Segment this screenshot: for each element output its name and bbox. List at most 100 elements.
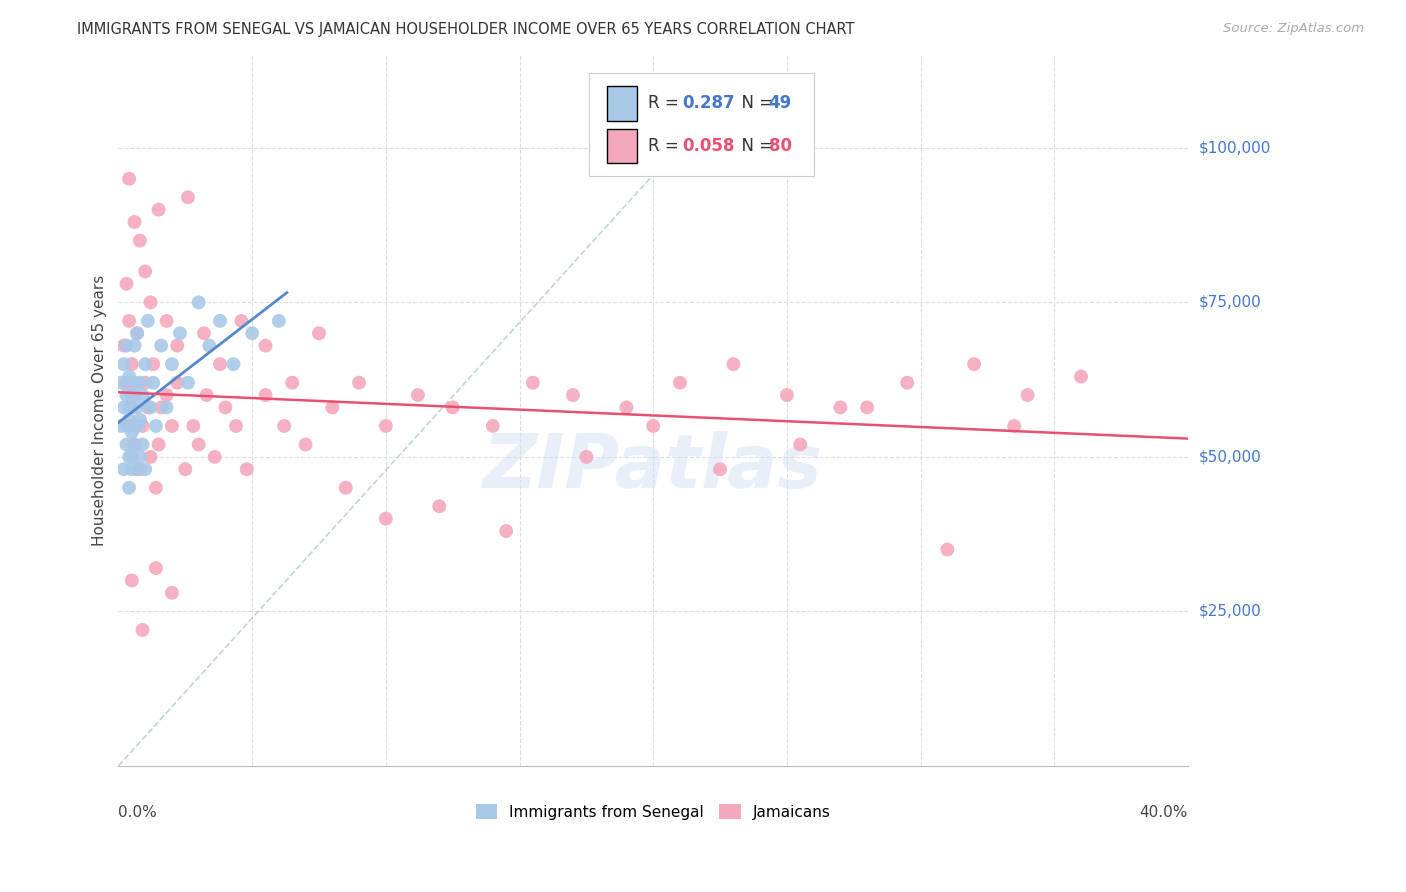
Point <box>830 401 852 415</box>
Point <box>145 561 167 575</box>
Point <box>374 511 396 525</box>
Point <box>124 376 146 390</box>
Point <box>195 388 218 402</box>
Point <box>225 419 247 434</box>
Point <box>204 450 226 464</box>
Text: 80: 80 <box>769 137 792 155</box>
Point <box>150 338 173 352</box>
Point <box>128 450 150 464</box>
Point <box>115 388 138 402</box>
Point <box>136 314 159 328</box>
Point <box>495 524 517 538</box>
Point <box>294 437 316 451</box>
Point <box>118 481 141 495</box>
Point <box>406 388 429 402</box>
Point <box>134 264 156 278</box>
Point <box>209 357 232 371</box>
Point <box>118 401 141 415</box>
Point <box>789 437 811 451</box>
Point <box>110 419 132 434</box>
Text: 0.058: 0.058 <box>682 137 734 155</box>
Text: N =: N = <box>731 137 779 155</box>
Legend: Immigrants from Senegal, Jamaicans: Immigrants from Senegal, Jamaicans <box>470 798 837 826</box>
Point <box>131 623 153 637</box>
Point <box>155 314 177 328</box>
Point <box>240 326 263 341</box>
FancyBboxPatch shape <box>607 129 637 163</box>
Point <box>134 357 156 371</box>
Point <box>121 401 143 415</box>
Point <box>115 376 138 390</box>
Point <box>131 419 153 434</box>
Point <box>856 401 879 415</box>
Point <box>145 481 167 495</box>
Text: R =: R = <box>648 95 683 112</box>
Point <box>187 437 209 451</box>
Point <box>127 419 149 434</box>
Point <box>160 357 183 371</box>
Point <box>174 462 197 476</box>
Point <box>121 574 143 588</box>
Point <box>131 388 153 402</box>
Point <box>481 419 503 434</box>
Point <box>374 419 396 434</box>
Point <box>177 376 200 390</box>
FancyBboxPatch shape <box>589 73 814 176</box>
Text: $50,000: $50,000 <box>1199 450 1261 465</box>
Point <box>139 450 162 464</box>
Point <box>160 419 183 434</box>
Point <box>115 338 138 352</box>
Text: N =: N = <box>731 95 779 112</box>
Point <box>112 401 135 415</box>
Text: $100,000: $100,000 <box>1199 140 1271 155</box>
FancyBboxPatch shape <box>607 87 637 120</box>
Point <box>198 338 221 352</box>
Point <box>118 413 141 427</box>
Point <box>273 419 295 434</box>
Point <box>254 388 277 402</box>
Point <box>936 542 959 557</box>
Point <box>1017 388 1039 402</box>
Point <box>1002 419 1025 434</box>
Point <box>139 401 162 415</box>
Point <box>209 314 232 328</box>
Text: ZIPatlas: ZIPatlas <box>484 431 824 504</box>
Point <box>267 314 290 328</box>
Point <box>214 401 236 415</box>
Point <box>643 419 665 434</box>
Point <box>776 388 799 402</box>
Point <box>112 338 135 352</box>
Point <box>115 419 138 434</box>
Point <box>177 190 200 204</box>
Point <box>127 326 149 341</box>
Point <box>115 437 138 451</box>
Point <box>128 413 150 427</box>
Point <box>308 326 330 341</box>
Point <box>134 462 156 476</box>
Point <box>155 388 177 402</box>
Point <box>142 376 165 390</box>
Point <box>222 357 245 371</box>
Point <box>669 376 692 390</box>
Point <box>155 401 177 415</box>
Y-axis label: Householder Income Over 65 years: Householder Income Over 65 years <box>93 275 107 546</box>
Point <box>121 450 143 464</box>
Point <box>321 401 343 415</box>
Point <box>181 419 204 434</box>
Point <box>166 338 188 352</box>
Point <box>148 437 170 451</box>
Point <box>236 462 259 476</box>
Point <box>115 277 138 291</box>
Point <box>281 376 304 390</box>
Point <box>562 388 585 402</box>
Point <box>231 314 253 328</box>
Text: R =: R = <box>648 137 683 155</box>
Point <box>124 338 146 352</box>
Point <box>127 401 149 415</box>
Text: IMMIGRANTS FROM SENEGAL VS JAMAICAN HOUSEHOLDER INCOME OVER 65 YEARS CORRELATION: IMMIGRANTS FROM SENEGAL VS JAMAICAN HOUS… <box>77 22 855 37</box>
Point <box>124 388 146 402</box>
Text: 0.0%: 0.0% <box>118 805 157 820</box>
Point <box>896 376 918 390</box>
Point <box>427 500 450 514</box>
Point <box>128 376 150 390</box>
